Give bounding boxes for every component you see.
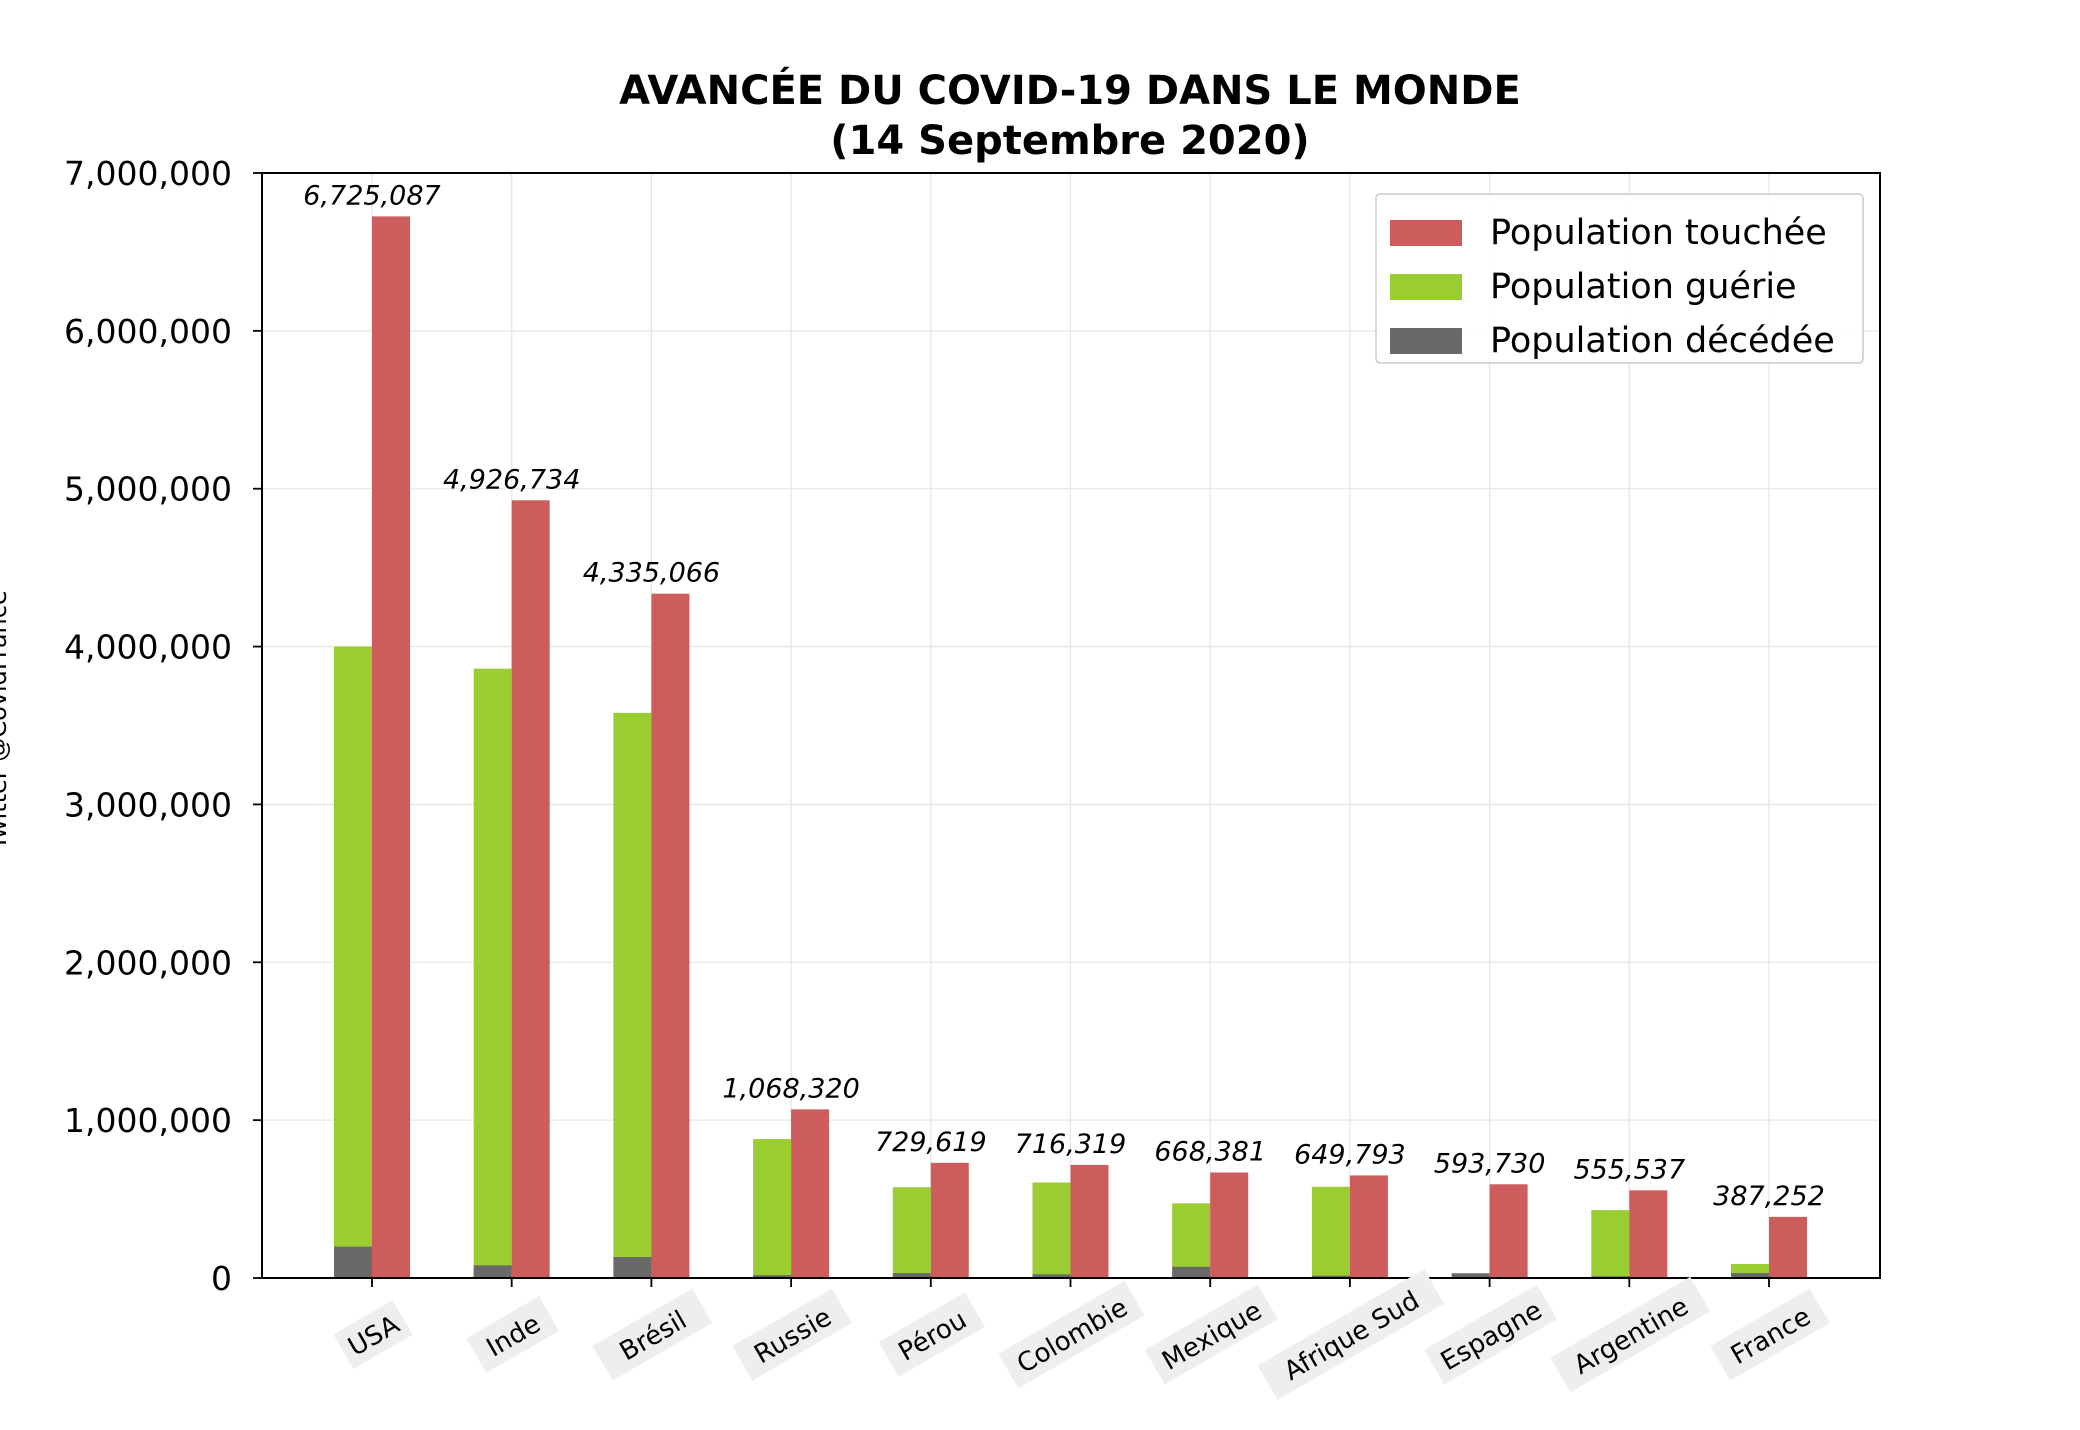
legend-label: Population touchée (1490, 213, 1827, 253)
y-tick-label: 0 (211, 1259, 232, 1298)
bar-touchee (651, 593, 690, 1278)
bar-guerie (1172, 1203, 1211, 1278)
x-tick-label-box (333, 1300, 413, 1369)
bar-decedee (1172, 1266, 1211, 1278)
data-labels: 6,725,087 4,926,734 4,335,066 1,068,320 729,… (303, 180, 1825, 1211)
legend-swatch (1390, 220, 1462, 246)
bar-touchee (372, 216, 410, 1279)
bar-decedee (334, 1246, 372, 1278)
gridlines (262, 172, 1880, 1278)
bar-decedee (1032, 1274, 1071, 1278)
x-tick-label-box (732, 1288, 852, 1381)
bar-guerie (1032, 1182, 1071, 1278)
data-label: 593,730 (1434, 1148, 1546, 1179)
y-tick-label: 4,000,000 (64, 628, 232, 667)
y-tick-label: 3,000,000 (64, 785, 232, 824)
bar-guerie (892, 1187, 931, 1278)
bar-touchee (791, 1109, 830, 1278)
bar-guerie (1591, 1210, 1630, 1278)
y-tick-label: 5,000,000 (64, 470, 232, 509)
legend-swatch (1390, 328, 1462, 354)
y-tick-label: 6,000,000 (64, 312, 232, 351)
bar-guerie (473, 668, 512, 1278)
bar-touchee (1070, 1164, 1109, 1278)
x-tick-label-box (878, 1292, 985, 1377)
x-tick-label-group: Argentine (1550, 1276, 1711, 1393)
bar-guerie (753, 1139, 792, 1278)
data-label: 6,725,087 (303, 180, 440, 211)
data-label: 716,319 (1015, 1129, 1127, 1160)
bars (334, 216, 1807, 1279)
data-label: 1,068,320 (722, 1073, 859, 1104)
legend-box (1375, 193, 1864, 364)
bar-touchee (1629, 1190, 1668, 1278)
bar-decedee (1451, 1273, 1490, 1278)
bar-touchee (511, 500, 550, 1278)
data-label: 729,619 (875, 1127, 987, 1158)
legend-swatch (1390, 274, 1462, 300)
x-tick-label-box (466, 1296, 560, 1373)
bar-decedee (613, 1257, 652, 1278)
x-tick-label-group: Mexique (1144, 1284, 1278, 1385)
bar-decedee (473, 1265, 512, 1278)
x-tick-label-box (1144, 1284, 1278, 1385)
x-tick-label-group: Colombie (998, 1280, 1145, 1389)
x-tick-label-group: Russie (732, 1288, 852, 1381)
chart-subtitle: (14 Septembre 2020) (830, 118, 1309, 164)
x-tick-label-group: France (1710, 1288, 1830, 1381)
y-tick-label: 7,000,000 (64, 154, 232, 193)
data-label: 4,335,066 (583, 558, 720, 589)
bar-guerie (613, 712, 652, 1278)
bar-guerie (334, 646, 372, 1278)
y-tick-label: 1,000,000 (64, 1101, 232, 1140)
x-tick-label-group: Espagne (1424, 1284, 1558, 1385)
x-tick-label-box (1424, 1284, 1558, 1385)
data-label: 4,926,734 (443, 464, 580, 495)
x-tick-label-group: Afrique Sud (1257, 1269, 1445, 1400)
bar-touchee (1489, 1184, 1528, 1278)
bar-touchee (1210, 1172, 1249, 1278)
bar-decedee (753, 1275, 792, 1278)
x-tick-label-group: USA (333, 1300, 413, 1369)
x-tick-label-box (592, 1288, 713, 1381)
data-label: 555,537 (1573, 1154, 1685, 1185)
x-tick-label-box (998, 1280, 1145, 1389)
bar-decedee (892, 1273, 931, 1278)
x-tick-label-group: Brésil (592, 1288, 713, 1381)
legend-label: Population décédée (1490, 321, 1835, 361)
y-tick-label: 2,000,000 (64, 943, 232, 982)
bar-decedee (1731, 1273, 1769, 1278)
data-label: 387,252 (1713, 1181, 1825, 1212)
x-tick-label-group: Inde (466, 1296, 560, 1373)
bar-touchee (930, 1162, 969, 1278)
data-label: 649,793 (1294, 1139, 1406, 1170)
data-label: 668,381 (1154, 1136, 1266, 1167)
bar-touchee (1349, 1175, 1388, 1278)
x-tick-label-box (1710, 1288, 1830, 1381)
x-tick-label-box (1550, 1276, 1711, 1393)
legend: Population touchée Population guérie Popul… (1375, 193, 1864, 364)
bar-touchee (1769, 1216, 1807, 1278)
chart-title: AVANCÉE DU COVID-19 DANS LE MONDE (619, 66, 1521, 114)
bar-guerie (1311, 1186, 1350, 1278)
bar-decedee (1311, 1275, 1350, 1278)
x-tick-label: Afrique Sud (1279, 1286, 1424, 1387)
x-tick-label-group: Pérou (878, 1292, 985, 1377)
chart-credit: Twitter @CovidFrance (0, 590, 12, 850)
x-tick-label-box (1257, 1269, 1445, 1400)
legend-label: Population guérie (1490, 267, 1797, 307)
